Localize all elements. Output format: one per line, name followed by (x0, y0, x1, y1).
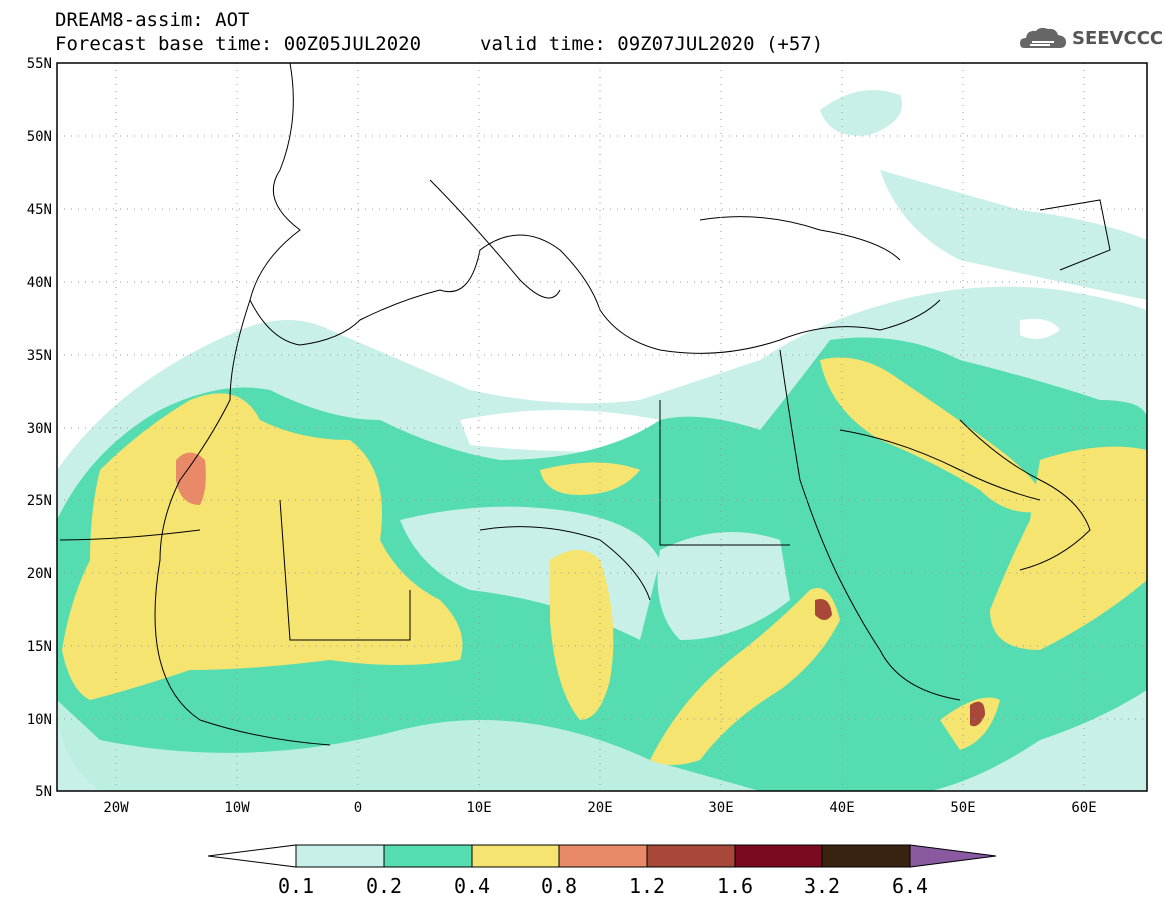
cloud-icon (1020, 27, 1066, 48)
lon-label: 20W (103, 800, 129, 816)
colorbar-swatch (295, 844, 385, 868)
colorbar-label: 1.6 (716, 874, 754, 898)
colorbar-label: 0.1 (277, 874, 315, 898)
colorbar-label: 6.4 (891, 874, 929, 898)
lat-label: 25N (27, 493, 52, 509)
longitude-labels: 20W 10W 0 10E 20E 30E 40E 50E 60E (103, 800, 1096, 816)
lat-label: 45N (27, 202, 52, 218)
lat-label: 55N (27, 56, 52, 72)
aot-field (57, 90, 1147, 791)
lon-label: 30E (708, 800, 733, 816)
colorbar-swatch (471, 844, 560, 868)
lon-label: 50E (950, 800, 975, 816)
lat-label: 20N (27, 566, 52, 582)
lon-label: 10W (224, 800, 250, 816)
colorbar-label: 0.2 (365, 874, 403, 898)
colorbar-label: 0.4 (453, 874, 491, 898)
lat-label: 15N (27, 639, 52, 655)
colorbar-high-arrow (909, 844, 997, 868)
colorbar-swatch (646, 844, 736, 868)
lat-label: 40N (27, 275, 52, 291)
map-frame (56, 62, 1148, 792)
colorbar-swatch (383, 844, 473, 868)
gridlines (57, 63, 1147, 791)
lat-label: 30N (27, 421, 52, 437)
lon-label: 20E (587, 800, 612, 816)
lon-label: 0 (354, 800, 362, 816)
colorbar-swatch (821, 844, 911, 868)
colorbar-label: 0.8 (540, 874, 578, 898)
lat-label: 10N (27, 712, 52, 728)
lon-label: 10E (466, 800, 491, 816)
lon-label: 40E (829, 800, 854, 816)
map-title: DREAM8-assim: AOT (55, 9, 250, 31)
lon-label: 60E (1071, 800, 1096, 816)
colorbar-swatch (734, 844, 823, 868)
colorbar-label: 3.2 (803, 874, 841, 898)
forecast-base-time: Forecast base time: 00Z05JUL2020 (55, 33, 422, 55)
lat-label: 50N (27, 129, 52, 145)
latitude-labels: 55N 50N 45N 40N 35N 30N 25N 20N 15N 10N … (27, 56, 52, 800)
lat-label: 35N (27, 348, 52, 364)
valid-time: valid time: 09Z07JUL2020 (+57) (480, 33, 824, 55)
colorbar-swatch (558, 844, 648, 868)
logo-text: SEEVCCC (1072, 28, 1164, 49)
lat-label: 5N (35, 784, 52, 800)
coastlines (59, 63, 1111, 746)
colorbar-low-arrow (207, 844, 297, 868)
colorbar (207, 844, 997, 868)
colorbar-label: 1.2 (628, 874, 666, 898)
